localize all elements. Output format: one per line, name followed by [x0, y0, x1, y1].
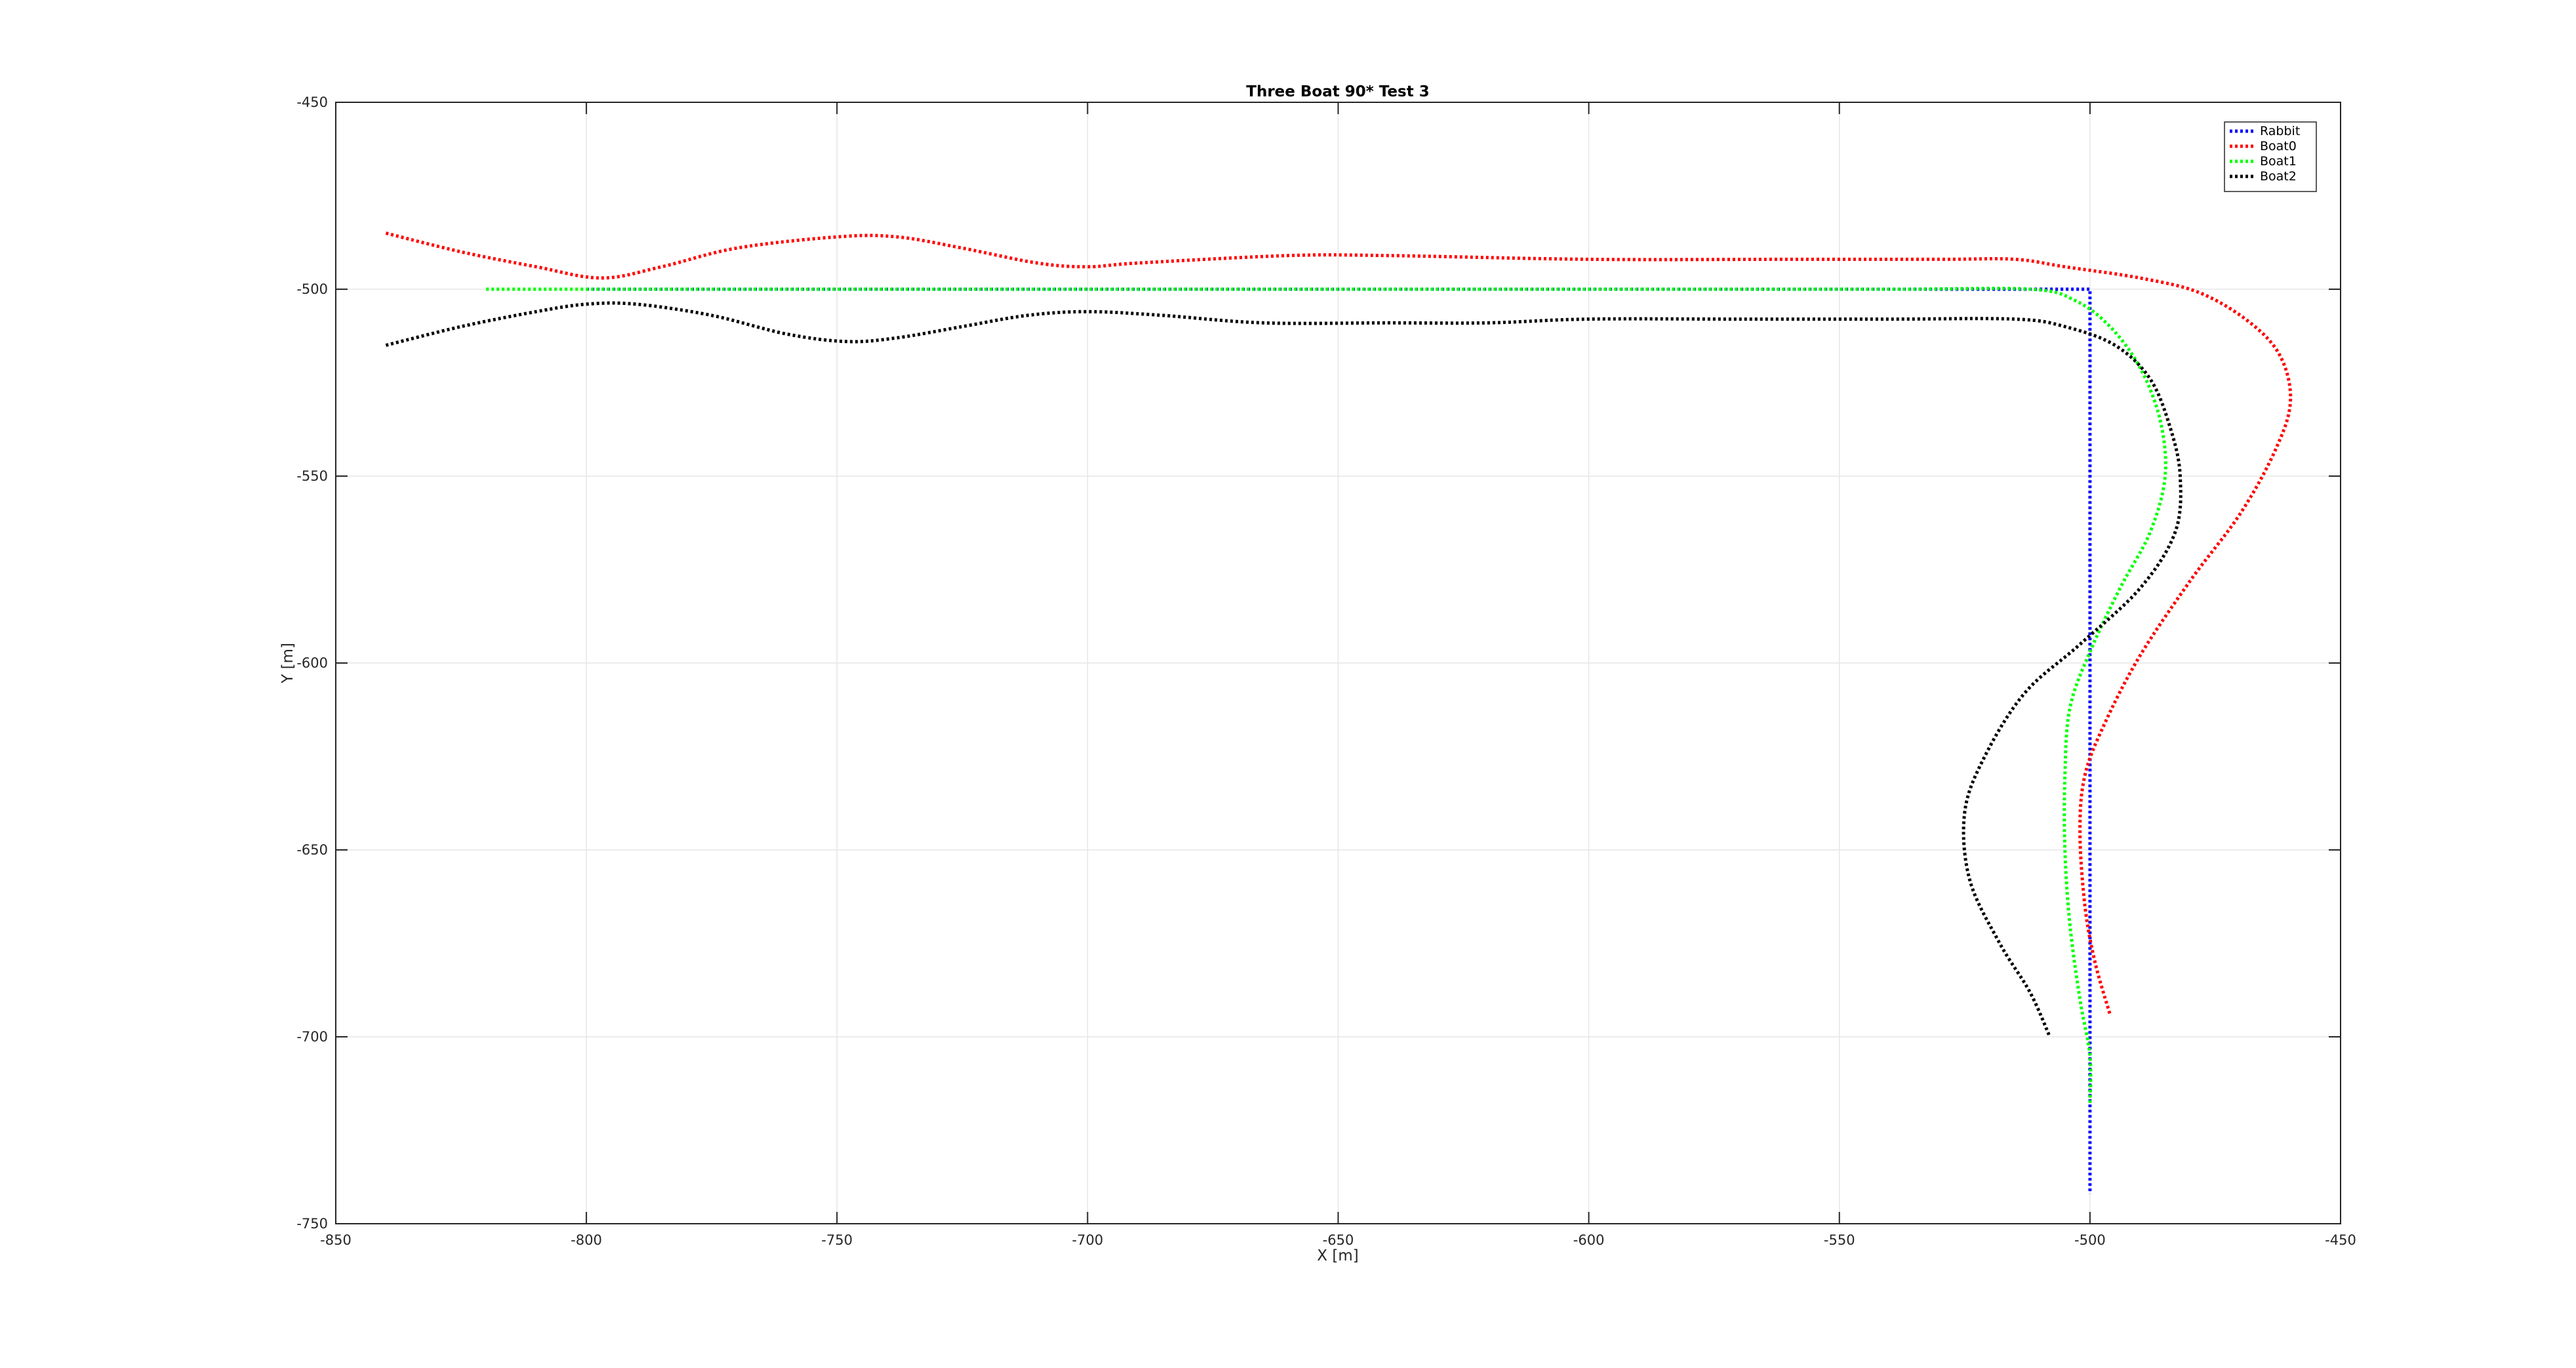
series-line-rabbit: [586, 287, 2092, 1194]
chart-title: Three Boat 90* Test 3: [1246, 83, 1429, 100]
y-tick-label: -750: [296, 1216, 328, 1232]
legend-label-boat0: Boat0: [2260, 139, 2297, 153]
y-axis-label: Y [m]: [279, 643, 296, 684]
x-tick-label: -750: [821, 1232, 853, 1248]
legend-label-rabbit: Rabbit: [2260, 124, 2300, 138]
x-tick-label: -650: [1323, 1232, 1354, 1248]
x-tick-label: -700: [1072, 1232, 1104, 1248]
y-tick-label: -500: [296, 281, 328, 297]
legend-label-boat2: Boat2: [2260, 169, 2297, 184]
x-tick-label: -500: [2074, 1232, 2106, 1248]
legend-box: [2224, 121, 2317, 192]
y-tick-label: -550: [296, 468, 328, 484]
series-line-boat1: [486, 287, 2167, 1104]
series-group: [385, 231, 2293, 1194]
y-tick-label: -700: [296, 1029, 328, 1045]
x-tick-label: -800: [571, 1232, 602, 1248]
x-tick-label: -850: [320, 1232, 352, 1248]
x-tick-label: -600: [1573, 1232, 1605, 1248]
y-tick-label: -600: [296, 655, 328, 671]
x-tick-label: -550: [1824, 1232, 1855, 1248]
y-tick-label: -450: [296, 94, 328, 110]
y-tick-label: -650: [296, 842, 328, 858]
x-tick-label: -450: [2325, 1232, 2356, 1248]
series-line-boat0: [385, 231, 2293, 1015]
legend-label-boat1: Boat1: [2260, 154, 2297, 169]
ticks: -850 -800 -750 -700 -650 -600 -550 -500 -450 -450…: [296, 94, 2356, 1248]
x-axis-label: X [m]: [1317, 1247, 1358, 1264]
